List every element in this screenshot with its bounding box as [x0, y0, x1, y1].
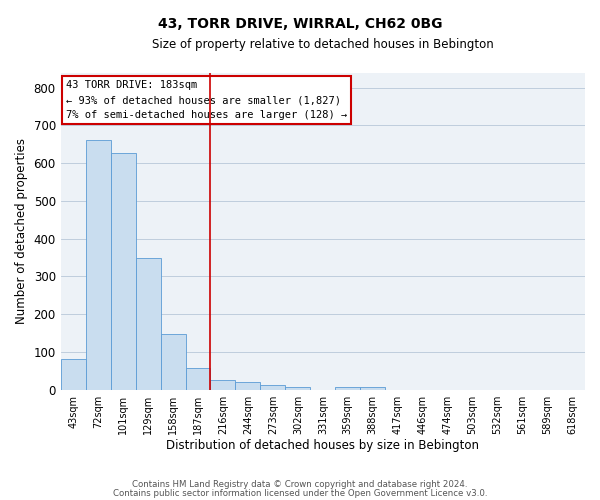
Bar [185, 368, 211, 390]
Bar [286, 388, 310, 390]
Bar [260, 385, 286, 390]
Text: 43 TORR DRIVE: 183sqm
← 93% of detached houses are smaller (1,827)
7% of semi-de: 43 TORR DRIVE: 183sqm ← 93% of detached … [66, 80, 347, 120]
Title: Size of property relative to detached houses in Bebington: Size of property relative to detached ho… [152, 38, 494, 51]
Bar [235, 382, 260, 390]
Bar [110, 152, 136, 390]
Bar [161, 334, 185, 390]
Bar [61, 358, 86, 390]
Bar [335, 386, 360, 390]
Text: Contains HM Land Registry data © Crown copyright and database right 2024.: Contains HM Land Registry data © Crown c… [132, 480, 468, 489]
Bar [136, 258, 161, 390]
Bar [86, 140, 110, 390]
Y-axis label: Number of detached properties: Number of detached properties [15, 138, 28, 324]
Text: Contains public sector information licensed under the Open Government Licence v3: Contains public sector information licen… [113, 488, 487, 498]
Bar [360, 386, 385, 390]
Text: 43, TORR DRIVE, WIRRAL, CH62 0BG: 43, TORR DRIVE, WIRRAL, CH62 0BG [158, 18, 442, 32]
Bar [211, 380, 235, 390]
X-axis label: Distribution of detached houses by size in Bebington: Distribution of detached houses by size … [166, 440, 479, 452]
